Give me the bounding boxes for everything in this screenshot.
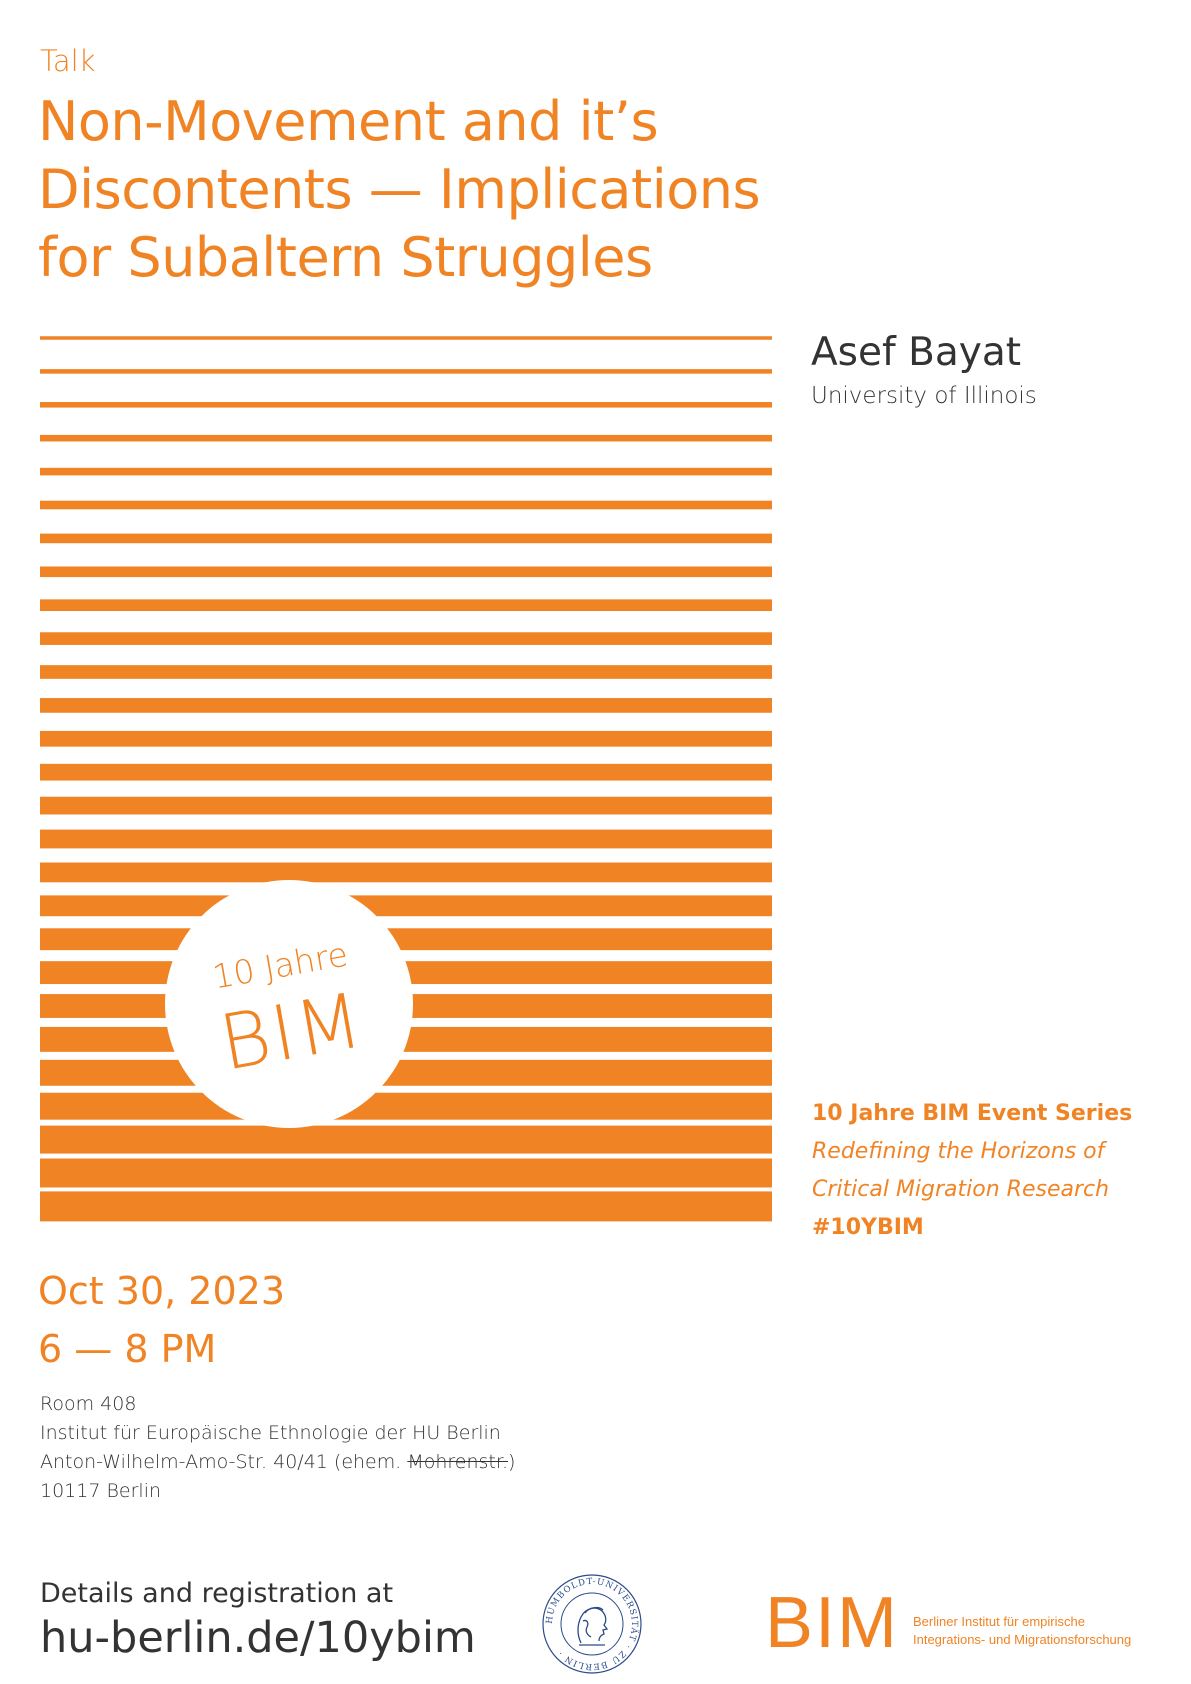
stripe-bar <box>40 763 772 781</box>
stripe-bar <box>40 895 772 917</box>
stripe-bar <box>40 829 772 849</box>
bim-logo-letters: BIM <box>765 1583 900 1663</box>
title-line-1: Non-Movement and it’s <box>38 90 659 153</box>
venue-street-suffix: ) <box>507 1451 516 1473</box>
seal-portrait-icon <box>577 1606 609 1646</box>
event-date: Oct 30, 2023 <box>38 1269 285 1313</box>
stripe-bar <box>40 1092 772 1120</box>
stripe-bar <box>40 434 772 442</box>
humboldt-university-seal: HUMBOLDT-UNIVERSITÄT · ZU BERLIN · <box>542 1574 642 1674</box>
stripe-bar <box>40 566 772 578</box>
venue-address: Room 408 Institut für Europäische Ethnol… <box>40 1390 515 1506</box>
venue-street: Anton-Wilhelm-Amo-Str. 40/41 (ehem. Mohr… <box>40 1448 515 1477</box>
stripe-bar <box>40 665 772 679</box>
stripe-bar <box>40 1158 772 1188</box>
series-name: 10 Jahre BIM Event Series <box>812 1101 1133 1126</box>
registration-details: Details and registration at hu-berlin.de… <box>40 1577 476 1665</box>
bim-institute-name: Berliner Institut für empirische Integra… <box>913 1613 1131 1649</box>
stripe-bar <box>40 599 772 612</box>
stripe-bar <box>40 1191 772 1222</box>
venue-city: 10117 Berlin <box>40 1480 162 1502</box>
venue-institute: Institut für Europäische Ethnologie der … <box>40 1422 501 1444</box>
stripe-bar <box>40 369 772 374</box>
event-datetime: Oct 30, 2023 6 — 8 PM <box>38 1262 285 1378</box>
stripe-bar <box>40 533 772 544</box>
event-kicker: Talk <box>40 44 96 78</box>
event-time: 6 — 8 PM <box>38 1327 217 1371</box>
stripe-bar <box>40 862 772 883</box>
striped-graphic: 10 Jahre BIM <box>40 336 772 1222</box>
badge-circle <box>165 880 413 1128</box>
bim-institute-name-2: Integrations- und Migrationsforschung <box>913 1632 1132 1647</box>
speaker-affiliation: University of Illinois <box>811 383 1037 409</box>
seal-ring-text: HUMBOLDT-UNIVERSITÄT · ZU BERLIN · <box>545 1577 640 1671</box>
series-hashtag: #10YBIM <box>812 1215 924 1240</box>
stripe-bar <box>40 402 772 408</box>
registration-label: Details and registration at <box>40 1578 394 1609</box>
speaker-name: Asef Bayat <box>811 330 1022 375</box>
stripe-bar <box>40 796 772 815</box>
stripe-bar <box>40 1059 772 1086</box>
stripe-bar <box>40 730 772 747</box>
event-title: Non-Movement and it’s Discontents — Impl… <box>38 88 798 292</box>
series-subtitle-1: Redefining the Horizons of <box>812 1139 1105 1164</box>
stripe-bar <box>40 1125 772 1154</box>
stripe-bar <box>40 500 772 510</box>
stripe-bar <box>40 467 772 476</box>
venue-street-old: Mohrenstr. <box>407 1451 508 1473</box>
series-block: 10 Jahre BIM Event Series Redefining the… <box>812 1095 1172 1247</box>
registration-url[interactable]: hu-berlin.de/10ybim <box>40 1613 476 1663</box>
bim-logo: BIM Berliner Institut für empirische Int… <box>765 1583 1165 1663</box>
stripe-bar <box>40 928 772 951</box>
venue-street-prefix: Anton-Wilhelm-Amo-Str. 40/41 (ehem. <box>40 1451 408 1473</box>
venue-room: Room 408 <box>40 1393 137 1415</box>
stripe-bar <box>40 698 772 713</box>
stripe-bar <box>40 336 772 340</box>
bim-institute-name-1: Berliner Institut für empirische <box>913 1614 1085 1629</box>
series-subtitle-2: Critical Migration Research <box>812 1177 1110 1202</box>
title-line-2: Discontents — Implications <box>38 158 761 221</box>
stripe-bar <box>40 632 772 645</box>
svg-text:HUMBOLDT-UNIVERSITÄT · ZU BERL: HUMBOLDT-UNIVERSITÄT · ZU BERLIN · <box>545 1577 641 1671</box>
title-line-3: for Subaltern Struggles <box>38 226 653 289</box>
